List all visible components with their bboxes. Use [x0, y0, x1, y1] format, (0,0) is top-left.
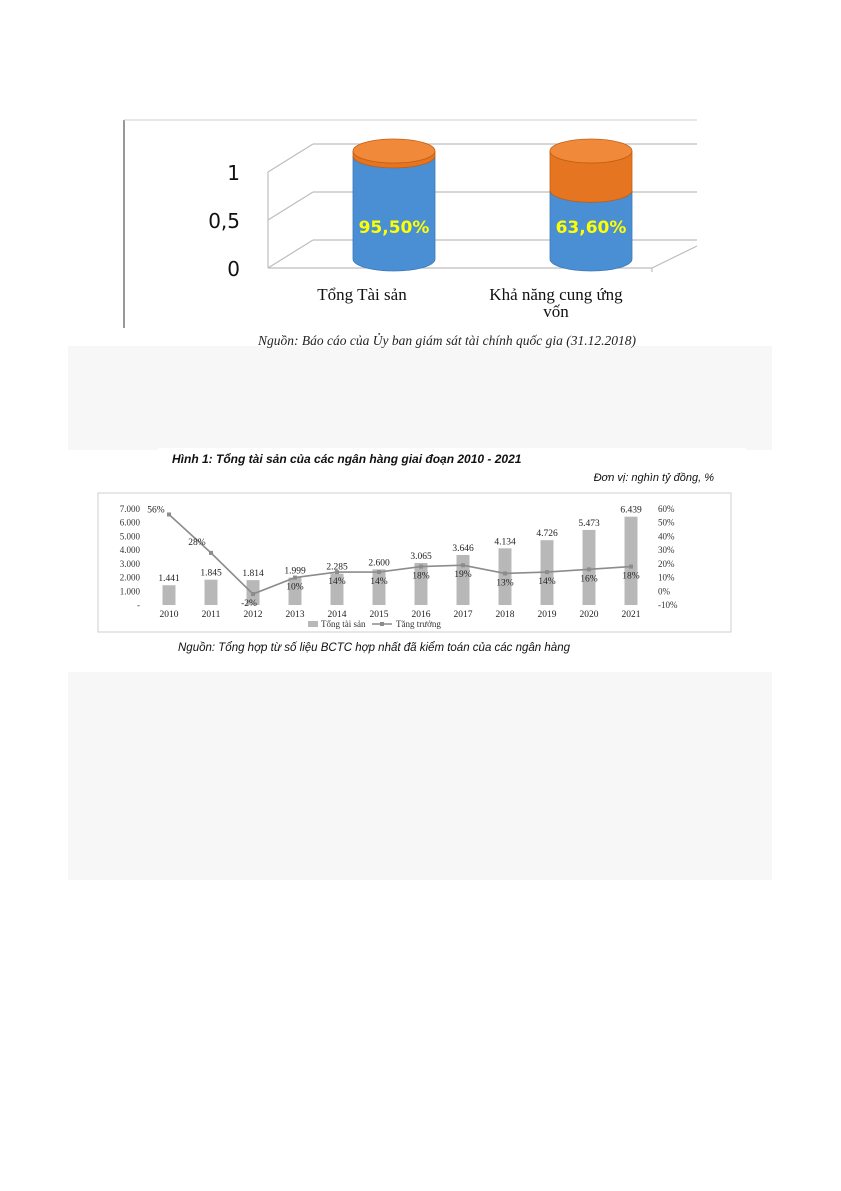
figure-title: Hình 1: Tổng tài sản của các ngân hàng g…	[172, 452, 522, 466]
left-tick-label: 6.000	[120, 518, 141, 528]
y-tick-label: 0	[227, 257, 240, 281]
cylinders: 95,50% 63,60%	[352, 138, 633, 272]
cylinder-chart: 00,51 95,50% 63,60% Tổng Tài sản Khả năng …	[123, 119, 698, 328]
category-label: Khả năng cung ứng	[489, 285, 623, 304]
chart-frame	[123, 119, 697, 328]
gridline-depth	[267, 239, 314, 269]
left-tick-label: 3.000	[120, 559, 141, 569]
figure-source-note: Nguồn: Tổng hợp từ số liệu BCTC hợp nhất…	[178, 642, 570, 654]
cylinder-top-cap	[352, 138, 436, 164]
figure-unit: Đơn vị: nghìn tỷ đồng, %	[593, 472, 714, 484]
left-axis-ticks: - 1.000 2.000 3.000 4.000 5.000 6.000 7.000	[120, 504, 141, 610]
chart-gridlines	[267, 143, 698, 272]
y-tick-label: 0,5	[208, 209, 240, 233]
data-label: 63,60%	[556, 218, 627, 238]
left-tick-label: 7.000	[120, 504, 141, 514]
left-tick-label: 2.000	[120, 573, 141, 583]
gridline-depth	[267, 191, 314, 221]
background-band	[68, 346, 772, 450]
y-axis-ticks: 00,51	[208, 161, 240, 281]
data-label: 95,50%	[359, 218, 430, 238]
left-tick-label: -	[137, 600, 140, 610]
gridline-depth	[267, 143, 314, 173]
chart-source-note: Nguồn: Báo cáo của Ủy ban giám sát tài c…	[258, 333, 636, 348]
y-tick-label: 1	[227, 161, 240, 185]
left-tick-label: 1.000	[120, 586, 141, 596]
left-tick-label: 5.000	[120, 531, 141, 541]
category-label-cont: vốn	[543, 302, 569, 321]
left-tick-label: 4.000	[120, 545, 141, 555]
floor-right-edge	[651, 245, 698, 269]
category-label: Tổng Tài sản	[317, 285, 407, 304]
cylinder-segment-main	[352, 155, 436, 272]
cylinder-top-cap	[549, 138, 633, 164]
background-band	[68, 672, 772, 880]
